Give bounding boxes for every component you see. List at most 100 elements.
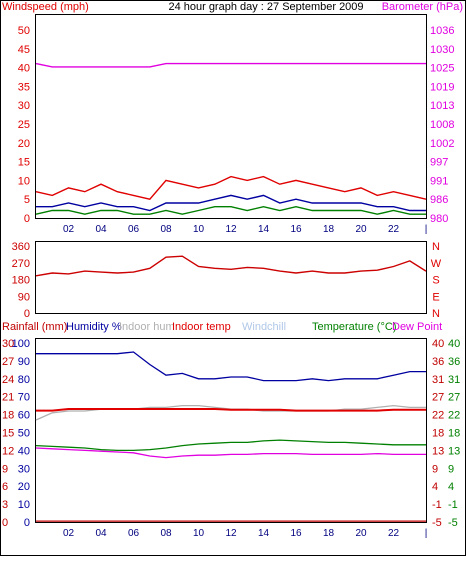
rain-tick-5: 15 <box>2 428 14 440</box>
windspeed-axis-label: Windspeed (mph) <box>2 1 89 13</box>
time-tick-bottom-2: 06 <box>128 528 140 539</box>
direction-tick-0: 0 <box>24 308 30 320</box>
windspeed-tick-7: 35 <box>18 81 30 93</box>
time-tick-bottom-10: 22 <box>388 528 400 539</box>
temp-inner-tick-0: -5 <box>432 517 442 529</box>
temp-inner-tick-6: 22 <box>432 410 444 422</box>
time-tick-top-1: 04 <box>95 224 107 235</box>
temp-ticks-inner: -5 -1 4 9 13 18 22 27 31 36 40 <box>432 338 444 529</box>
temp-inner-tick-8: 31 <box>432 374 444 386</box>
windspeed-tick-0: 0 <box>24 213 30 225</box>
barometer-tick-3: 997 <box>430 157 448 169</box>
wind-dir-series <box>35 255 427 277</box>
temp-hum-series-2 <box>36 408 426 412</box>
compass-tick-0: N <box>432 308 440 320</box>
temp-inner-tick-10: 40 <box>432 338 444 350</box>
humidity-tick-2: 20 <box>18 481 30 493</box>
barometer-tick-1: 986 <box>430 194 448 206</box>
temp-hum-series-4 <box>35 447 426 459</box>
humidity-tick-9: 90 <box>18 356 30 368</box>
wind-baro-series-3 <box>35 205 426 215</box>
rain-tick-7: 21 <box>2 392 14 404</box>
humidity-tick-4: 40 <box>18 445 30 457</box>
time-tick-top-5: 12 <box>225 224 237 235</box>
rain-tick-6: 18 <box>2 410 14 422</box>
time-tick-bottom-1: 04 <box>95 528 107 539</box>
direction-tick-3: 270 <box>12 258 30 270</box>
humidity-tick-3: 30 <box>18 463 30 475</box>
time-tick-bottom-4: 10 <box>193 528 205 539</box>
temp-inner-tick-2: 4 <box>432 481 438 493</box>
temp-outer-tick-3: 9 <box>448 463 454 475</box>
time-tick-top-4: 10 <box>193 224 205 235</box>
barometer-tick-10: 1036 <box>430 25 454 37</box>
time-tick-bottom-9: 20 <box>355 528 367 539</box>
humidity-tick-0: 0 <box>24 517 30 529</box>
humidity-tick-5: 50 <box>18 428 30 440</box>
wind-baro-series-2 <box>36 194 426 212</box>
temp-inner-tick-4: 13 <box>432 445 444 457</box>
time-tick-top-3: 08 <box>160 224 172 235</box>
time-tick-bottom-5: 12 <box>225 528 237 539</box>
temp-inner-tick-5: 18 <box>432 428 444 440</box>
temp-hum-series-3 <box>35 439 426 452</box>
temp-outer-tick-0: -5 <box>448 517 458 529</box>
temp-hum-series <box>35 351 426 522</box>
temp-outer-tick-7: 27 <box>448 392 460 404</box>
compass-tick-2: S <box>432 275 439 287</box>
barometer-tick-6: 1013 <box>430 100 454 112</box>
wind-dir-series-0 <box>35 255 427 277</box>
temp-outer-tick-8: 31 <box>448 374 460 386</box>
time-ticks-top: 02 04 06 08 10 12 14 16 18 20 22 | <box>63 224 427 235</box>
barometer-tick-5: 1008 <box>430 119 454 131</box>
rain-tick-4: 12 <box>2 445 14 457</box>
windspeed-tick-4: 20 <box>18 138 30 150</box>
temp-inner-tick-1: -1 <box>432 499 442 511</box>
barometer-tick-7: 1019 <box>430 81 454 93</box>
windspeed-tick-5: 25 <box>18 119 30 131</box>
windspeed-tick-2: 10 <box>18 175 30 187</box>
time-tick-bottom-11: | <box>425 528 428 539</box>
wind-baro-panel: Windspeed (mph) 24 hour graph day : 27 S… <box>2 1 463 235</box>
windspeed-tick-8: 40 <box>18 63 30 75</box>
rain-tick-2: 6 <box>2 481 8 493</box>
rain-tick-0: 0 <box>2 517 8 529</box>
humidity-tick-8: 80 <box>18 374 30 386</box>
temp-outer-tick-4: 13 <box>448 445 460 457</box>
time-tick-top-9: 20 <box>355 224 367 235</box>
legend-item-1: Humidity % <box>66 321 122 333</box>
temp-outer-tick-9: 36 <box>448 356 460 368</box>
windspeed-tick-9: 45 <box>18 44 30 56</box>
time-tick-bottom-8: 18 <box>323 528 335 539</box>
legend-item-2: Indoor hum <box>119 321 175 333</box>
legend-item-4: Windchill <box>242 321 286 333</box>
temp-hum-plot-area <box>35 338 427 523</box>
wind-baro-series-1 <box>35 175 427 200</box>
rain-tick-1: 3 <box>2 499 8 511</box>
temp-hum-legend: Rainfall (mm)Humidity %Indoor humIndoor … <box>2 321 442 333</box>
temp-outer-tick-6: 22 <box>448 410 460 422</box>
humidity-tick-7: 70 <box>18 392 30 404</box>
legend-item-5: Temperature (°C) <box>312 321 396 333</box>
time-tick-top-0: 02 <box>63 224 75 235</box>
humidity-tick-10: 100 <box>12 338 30 350</box>
time-tick-bottom-7: 16 <box>290 528 302 539</box>
temp-inner-tick-3: 9 <box>432 463 438 475</box>
windspeed-tick-3: 15 <box>18 157 30 169</box>
temp-outer-tick-5: 18 <box>448 428 460 440</box>
time-tick-bottom-0: 02 <box>63 528 75 539</box>
temp-hum-panel: Rainfall (mm)Humidity %Indoor humIndoor … <box>2 321 460 539</box>
windspeed-tick-6: 30 <box>18 100 30 112</box>
windspeed-ticks: 0 5 10 15 20 25 30 35 40 45 50 <box>18 25 30 225</box>
compass-tick-3: W <box>431 258 442 270</box>
temp-outer-tick-1: -1 <box>448 499 458 511</box>
legend-item-0: Rainfall (mm) <box>2 321 67 333</box>
humidity-ticks: 0 10 20 30 40 50 60 70 80 90 100 <box>12 338 30 529</box>
barometer-ticks: 980 986 991 997 1002 1008 1013 1019 1025 1030 1036 <box>430 25 454 225</box>
time-ticks-bottom: 02 04 06 08 10 12 14 16 18 20 22 | <box>63 528 427 539</box>
time-tick-top-6: 14 <box>258 224 270 235</box>
time-tick-top-7: 16 <box>290 224 302 235</box>
time-tick-top-10: 22 <box>388 224 400 235</box>
